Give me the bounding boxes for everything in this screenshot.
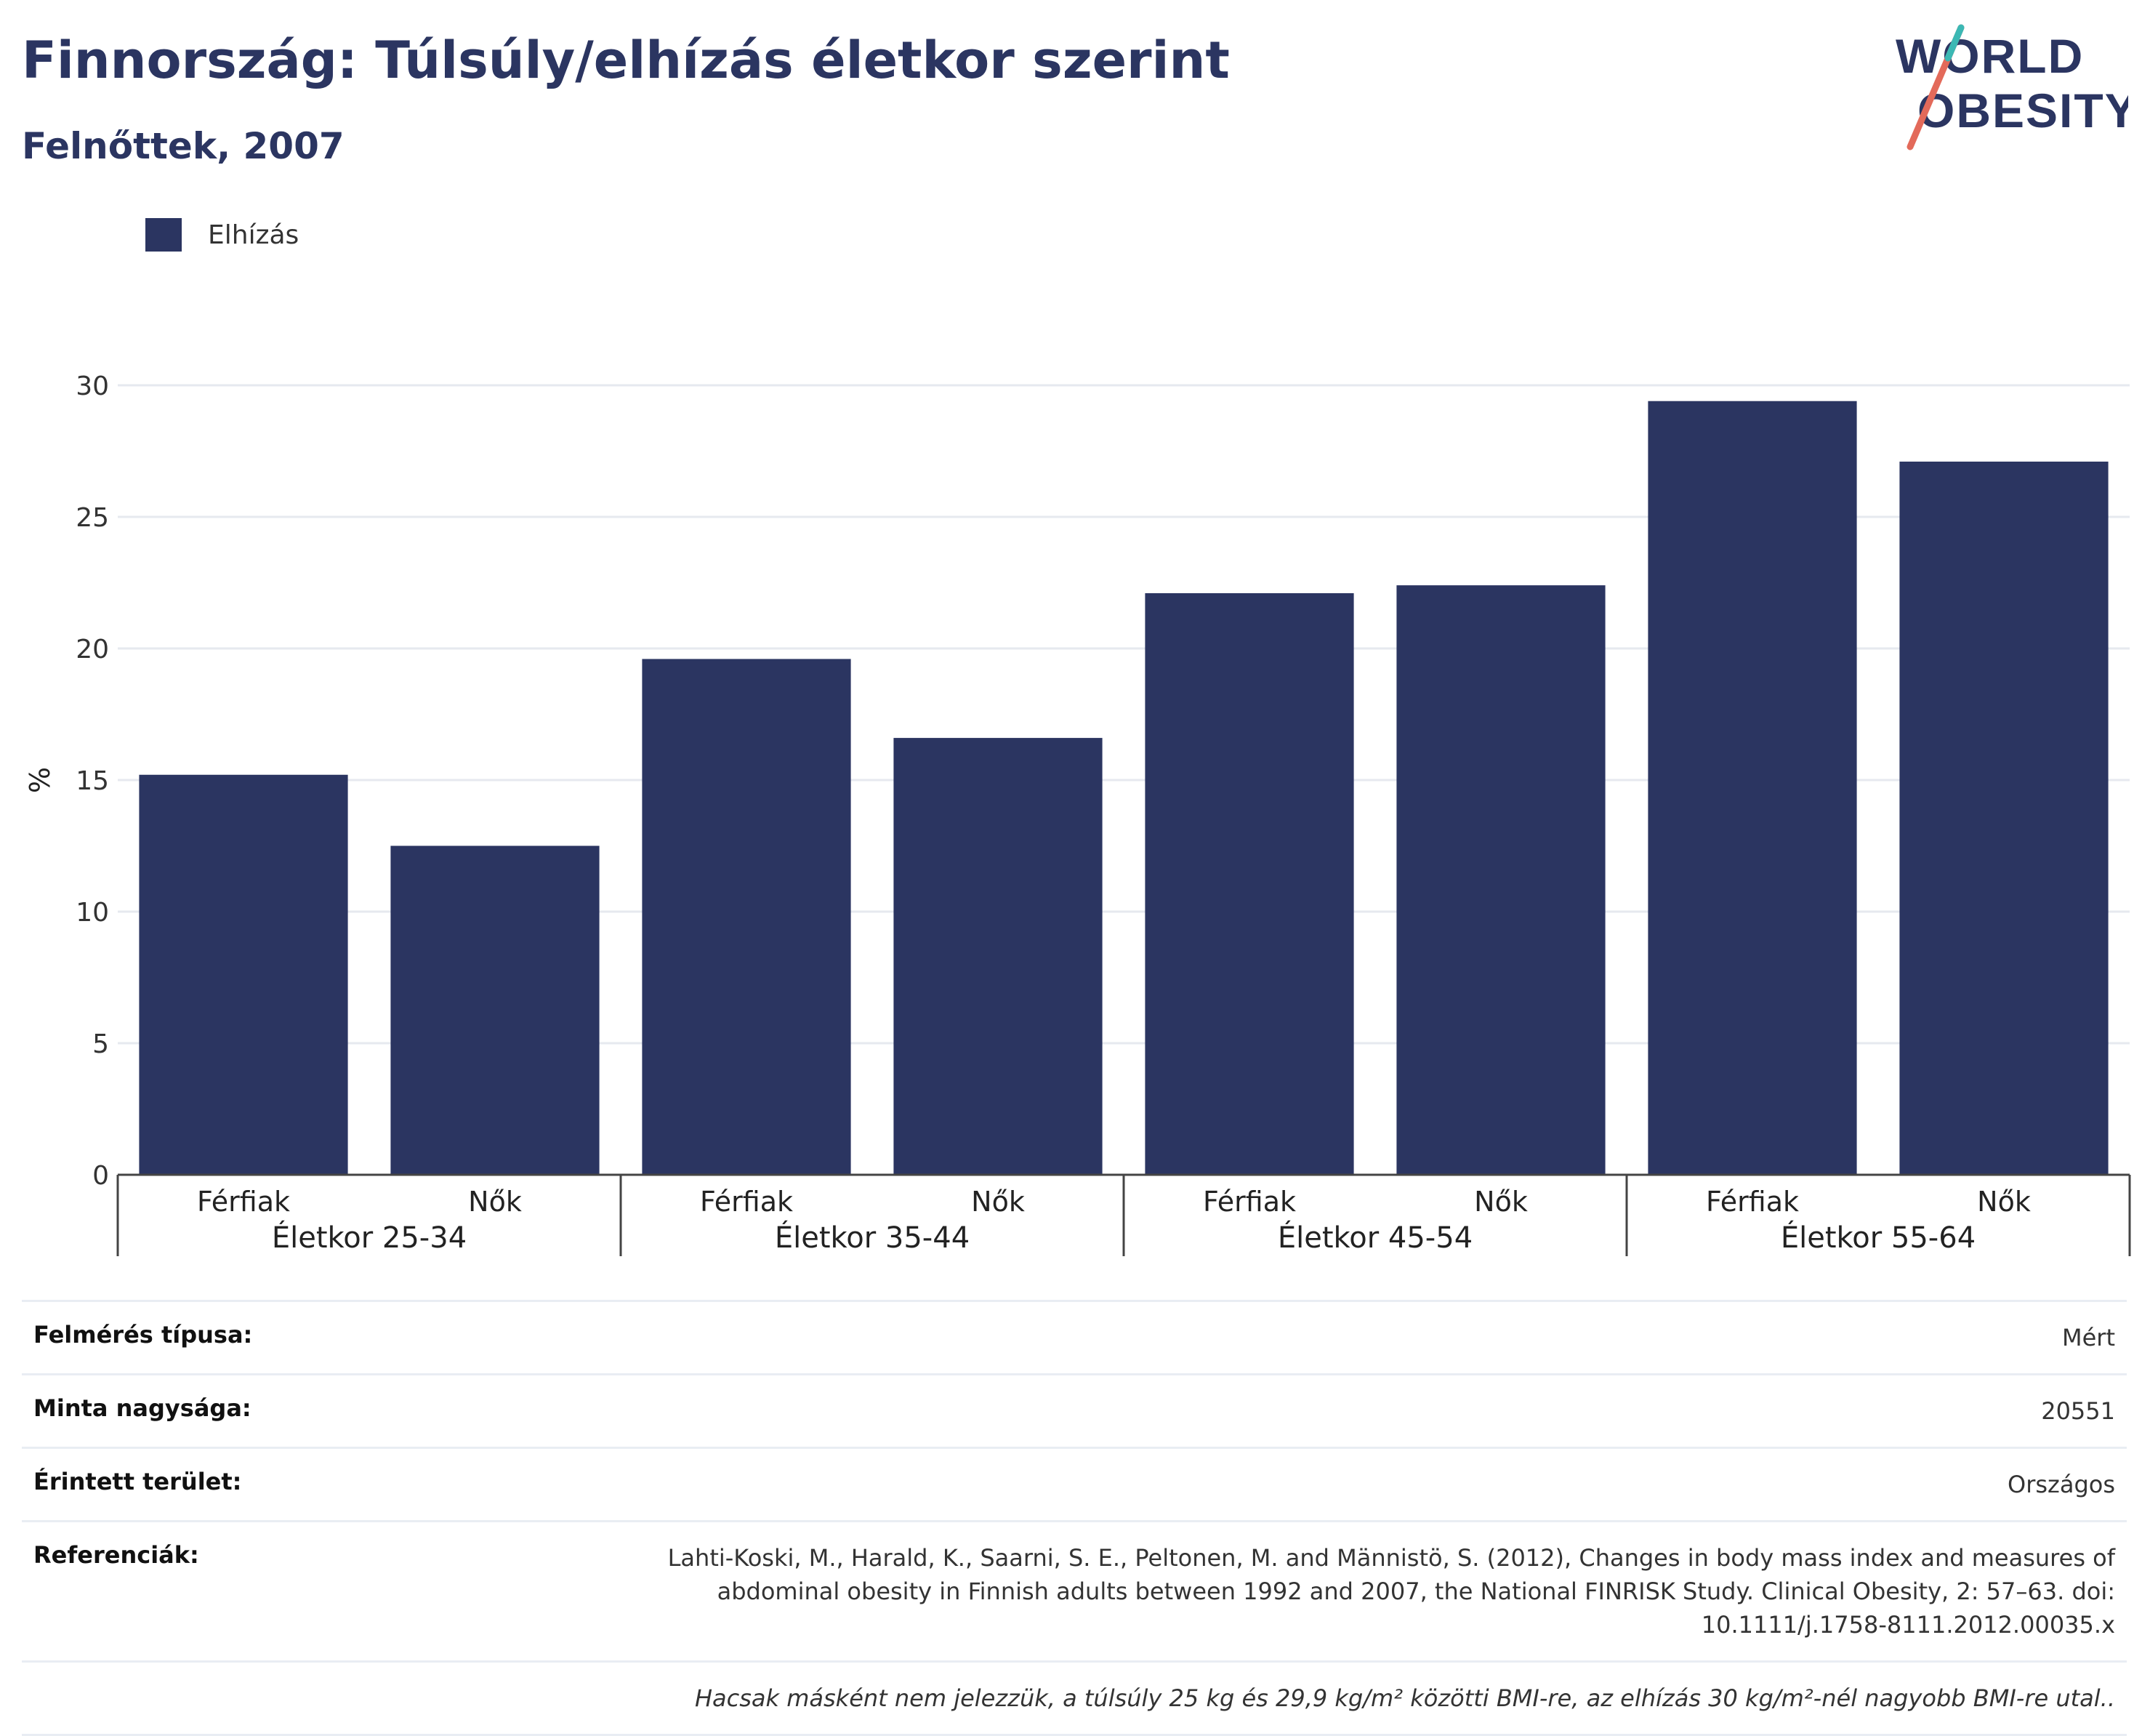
chart-legend[interactable]: Elhízás	[145, 218, 299, 252]
reference-text: Lahti-Koski, M., Harald, K., Saarni, S. …	[667, 1544, 2115, 1639]
info-label: Felmérés típusa:	[33, 1321, 253, 1349]
y-tick-label: 20	[76, 635, 109, 664]
bar-chart: 0 5 10 15 20 25 30% Férfiak Nők Férfiak Nők Férfiak…	[24, 371, 2131, 1256]
x-tick-label: Férfiak	[1706, 1186, 1799, 1218]
legend-swatch	[145, 218, 182, 252]
info-row-sample-size: Minta nagysága: 20551	[22, 1373, 2127, 1447]
bar	[1145, 592, 1354, 1175]
info-row-references: Referenciák: Lahti-Koski, M., Harald, K.…	[22, 1520, 2127, 1660]
footnote: Hacsak másként nem jelezzük, a túlsúly 2…	[694, 1684, 2115, 1712]
bar	[1396, 585, 1606, 1175]
group-label: Életkor 55-64	[1781, 1220, 1976, 1255]
group-label: Életkor 35-44	[775, 1220, 970, 1255]
info-label: Minta nagysága:	[33, 1394, 251, 1422]
info-row-area: Érintett terület: Országos	[22, 1447, 2127, 1520]
info-row-survey-type: Felmérés típusa: Mért	[22, 1300, 2127, 1373]
info-value: 20551	[2041, 1397, 2115, 1425]
x-tick-label: Nők	[1977, 1186, 2031, 1218]
svg-text:OBESITY: OBESITY	[1917, 84, 2128, 137]
info-row-note: Hacsak másként nem jelezzük, a túlsúly 2…	[22, 1660, 2127, 1734]
x-tick-label: Férfiak	[197, 1186, 290, 1218]
bar	[1648, 401, 1857, 1175]
bar	[642, 659, 851, 1175]
info-label: Referenciák:	[33, 1541, 199, 1569]
svg-text:WORLD: WORLD	[1896, 29, 2084, 83]
y-tick-label: 0	[92, 1161, 109, 1191]
info-label: Érintett terület:	[33, 1468, 242, 1495]
bar	[1899, 461, 2109, 1175]
y-tick-label: 25	[76, 503, 109, 533]
x-tick-label: Nők	[468, 1186, 522, 1218]
y-tick-label: 5	[92, 1029, 109, 1059]
group-label: Életkor 25-34	[272, 1220, 467, 1255]
chart-title: Finnország: Túlsúly/elhízás életkor szer…	[22, 31, 1230, 90]
x-tick-label: Férfiak	[700, 1186, 793, 1218]
y-axis-title: %	[24, 767, 56, 793]
world-obesity-logo: WORLD OBESITY	[1896, 24, 2128, 150]
x-tick-label: Nők	[1474, 1186, 1528, 1218]
chart-subtitle: Felnőttek, 2007	[22, 125, 345, 167]
y-tick-label: 30	[76, 371, 109, 401]
info-value: Mért	[2062, 1324, 2115, 1351]
y-tick-label: 10	[76, 898, 109, 928]
info-value: Országos	[2008, 1471, 2115, 1498]
bar	[893, 738, 1103, 1175]
bar	[390, 845, 600, 1175]
x-tick-label: Nők	[971, 1186, 1025, 1218]
group-label: Életkor 45-54	[1278, 1220, 1473, 1255]
bar	[139, 774, 348, 1175]
info-table: Felmérés típusa: Mért Minta nagysága: 20…	[22, 1300, 2127, 1736]
legend-label: Elhízás	[208, 220, 299, 250]
y-tick-label: 15	[76, 766, 109, 796]
x-tick-label: Férfiak	[1203, 1186, 1296, 1218]
